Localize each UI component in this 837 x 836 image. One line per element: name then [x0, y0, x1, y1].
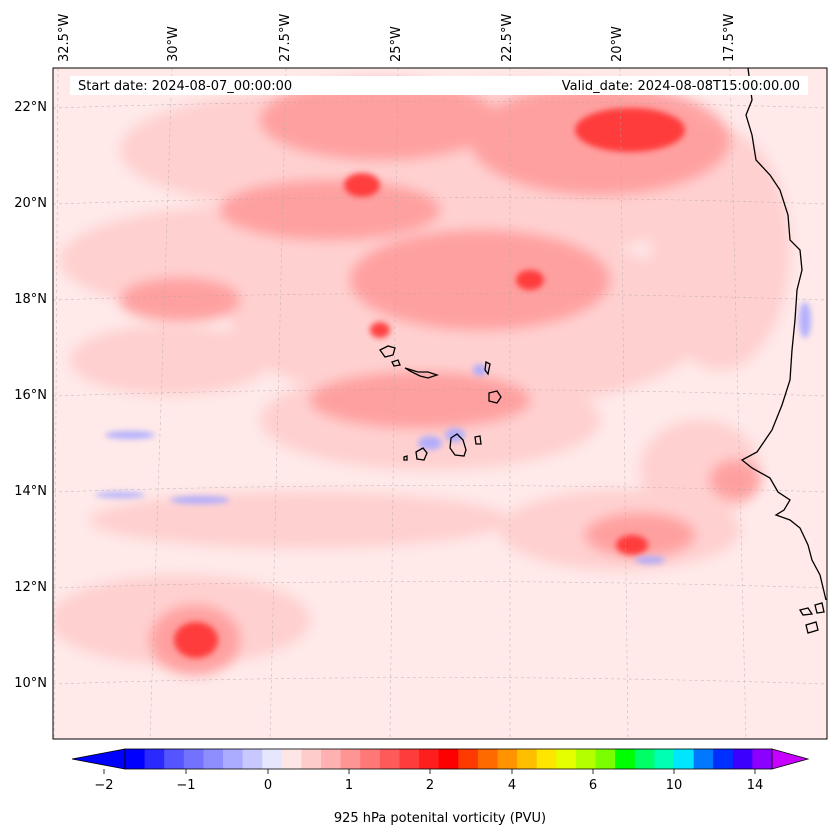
colorbar-cell: [379, 749, 400, 769]
coastline: [379, 68, 827, 634]
colorbar-cell: [125, 749, 146, 769]
colorbar-cell: [477, 749, 499, 769]
colorbar-cell: [575, 749, 597, 769]
lat-label-22n: 22°N: [14, 100, 47, 115]
colorbar-tick-label: 10: [666, 778, 683, 793]
colorbar-cell: [164, 749, 185, 769]
colorbar-cell: [203, 749, 224, 769]
island-boa-vista: [488, 390, 502, 404]
lon-label-20w: 20°W: [610, 26, 625, 62]
colorbar-over-arrow: [771, 748, 810, 770]
island-sao-nicolau: [404, 367, 440, 379]
colorbar-cell: [497, 749, 518, 769]
colorbar-frame: [124, 748, 773, 770]
colorbar-cell: [242, 749, 263, 769]
colorbar-cells: [125, 749, 773, 769]
colorbar-cell: [223, 749, 244, 769]
valid-date: Valid_date: 2024-08-08T15:00:00.00: [562, 79, 800, 94]
lat-label-18n: 18°N: [14, 292, 47, 307]
colorbar-cell: [595, 749, 616, 769]
colorbar-cell: [301, 749, 322, 769]
graticule: [53, 68, 827, 739]
lon-label-32.5w: 32.5°W: [57, 14, 72, 62]
longitude-labels: 32.5°W 30°W 27.5°W 25°W 22.5°W 20°W 17.5…: [57, 14, 737, 62]
lat-label-12n: 12°N: [14, 580, 47, 595]
colorbar-under-arrow: [71, 748, 126, 770]
colorbar-tick-label: 14: [747, 778, 764, 793]
island-sao-vicente: [391, 359, 401, 367]
colorbar-tick-label: 1: [345, 778, 353, 793]
colorbar-cell: [281, 749, 302, 769]
colorbar-cell: [438, 749, 459, 769]
island-santo-antao: [379, 345, 396, 358]
colorbar-tick-label: 6: [589, 778, 597, 793]
island-brava: [403, 455, 408, 461]
colorbar-cell: [360, 749, 381, 769]
island-sal: [484, 361, 491, 376]
colorbar: −2 −1 0 1 2 4 6 10 14 925 hPa potenital vorticit…: [71, 748, 810, 826]
pv-field-strong: [174, 108, 685, 658]
lon-label-17.5w: 17.5°W: [722, 14, 737, 62]
colorbar-cell: [536, 749, 557, 769]
african-coastline: [740, 68, 827, 601]
header-box: [70, 76, 808, 95]
island-fogo: [415, 447, 428, 461]
colorbar-tick-label: −1: [176, 778, 195, 793]
start-date: Start date: 2024-08-07_00:00:00: [78, 79, 292, 94]
colorbar-cell: [517, 749, 538, 769]
colorbar-tick-label: 4: [508, 778, 516, 793]
colorbar-cell: [262, 749, 283, 769]
lon-label-30w: 30°W: [166, 26, 181, 62]
lat-label-14n: 14°N: [14, 484, 47, 499]
colorbar-cell: [183, 749, 204, 769]
colorbar-cell: [321, 749, 342, 769]
island-santiago: [449, 433, 467, 457]
colorbar-label: 925 hPa potenital vorticity (PVU): [334, 811, 546, 826]
colorbar-cell: [340, 749, 361, 769]
colorbar-cell: [458, 749, 479, 769]
lat-label-10n: 10°N: [14, 676, 47, 691]
latitude-labels: 22°N 20°N 18°N 16°N 14°N 12°N 10°N: [14, 100, 47, 691]
colorbar-tick-label: 0: [264, 778, 272, 793]
map-panel: Start date: 2024-08-07_00:00:00 Valid_da…: [53, 68, 827, 739]
colorbar-tick-label: −2: [94, 778, 113, 793]
colorbar-cell: [419, 749, 440, 769]
colorbar-cell: [752, 749, 773, 769]
bissagos-islands: [798, 602, 825, 634]
pv-field-negative: [95, 302, 811, 564]
colorbar-cell: [634, 749, 655, 769]
colorbar-cell: [654, 749, 675, 769]
colorbar-ticks: −2 −1 0 1 2 4 6 10 14: [94, 769, 763, 793]
lat-label-20n: 20°N: [14, 196, 47, 211]
lat-label-16n: 16°N: [14, 388, 47, 403]
colorbar-cell: [673, 749, 695, 769]
island-maio: [474, 435, 482, 445]
lon-label-25w: 25°W: [389, 26, 404, 62]
colorbar-cell: [713, 749, 734, 769]
colorbar-cell: [144, 749, 165, 769]
colorbar-cell: [732, 749, 753, 769]
colorbar-cell: [615, 749, 636, 769]
colorbar-cell: [556, 749, 577, 769]
colorbar-tick-label: 2: [426, 778, 434, 793]
lon-label-27.5w: 27.5°W: [278, 14, 293, 62]
map-frame: [52, 67, 828, 740]
lon-label-22.5w: 22.5°W: [500, 14, 515, 62]
colorbar-cell: [693, 749, 714, 769]
colorbar-cell: [399, 749, 420, 769]
